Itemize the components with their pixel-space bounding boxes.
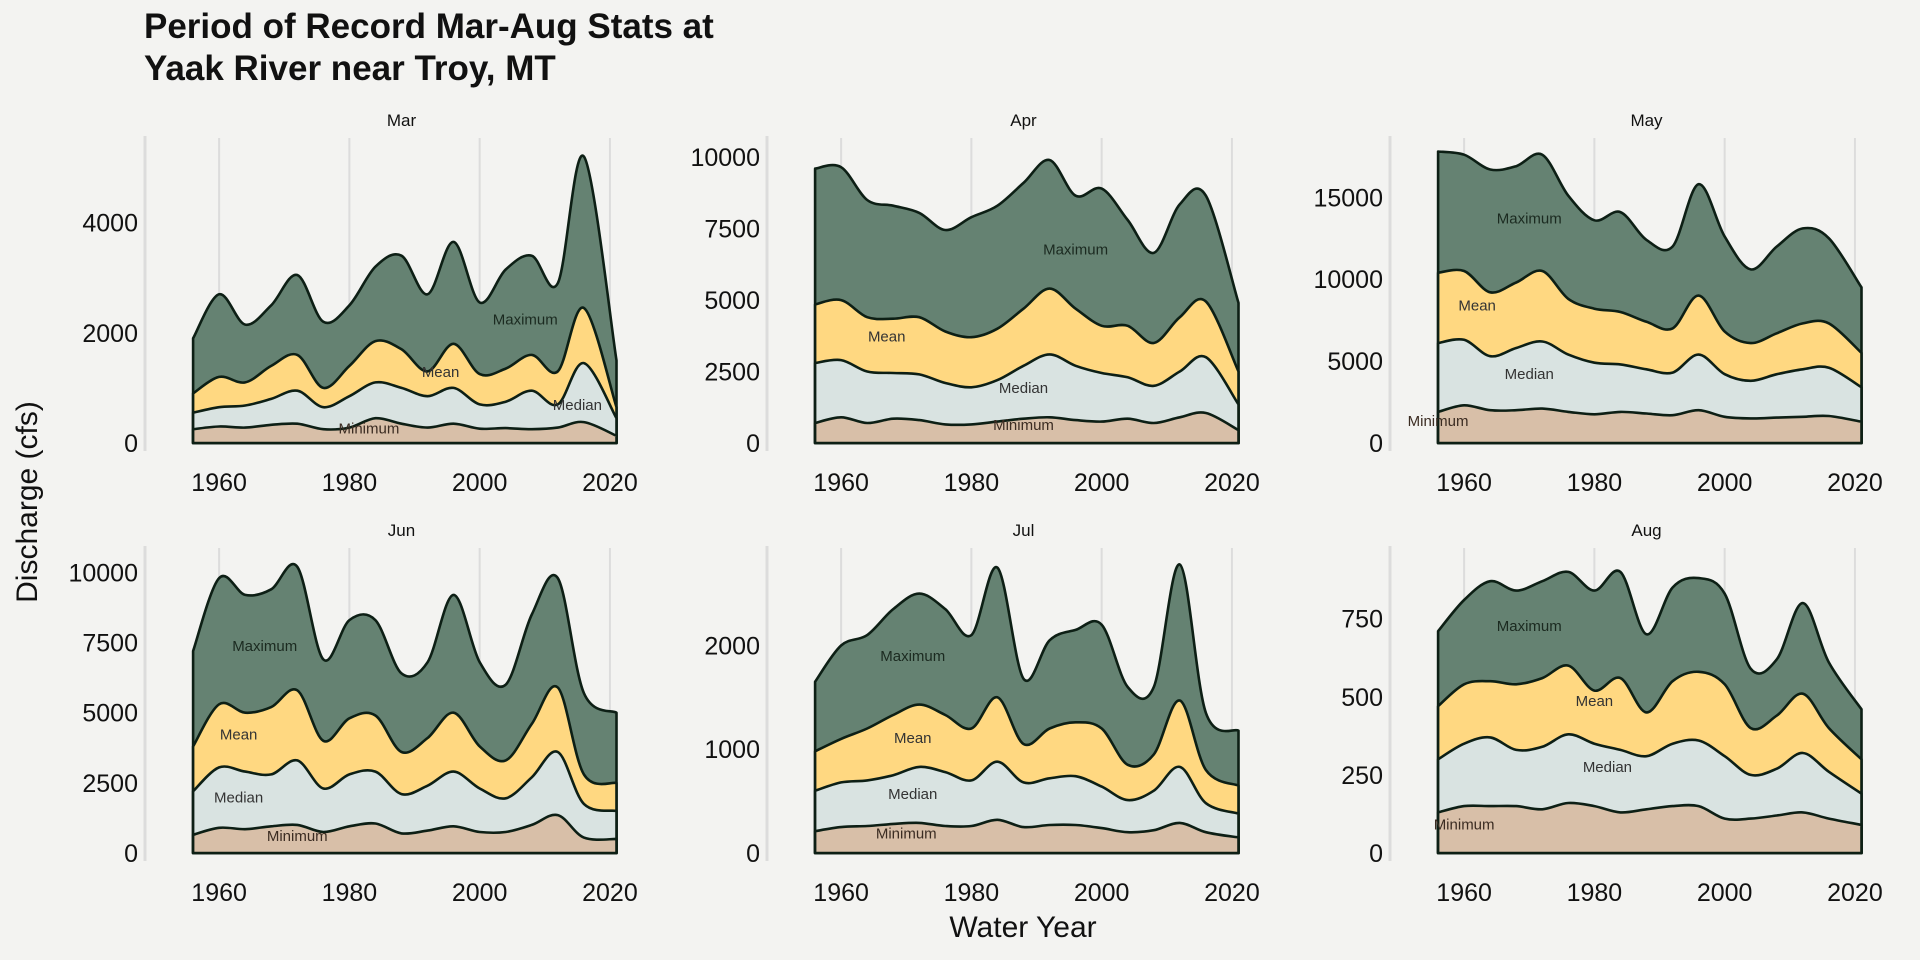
chart-title: Period of Record Mar-Aug Stats at Yaak R… [144, 6, 714, 90]
y-tick-label: 10000 [690, 144, 760, 172]
facet-jun: Minimum Median Mean Maximum Jun 0 2500 5000 7500… [68, 521, 637, 907]
band-label-median: Median [553, 397, 602, 414]
x-tick-label: 1960 [191, 879, 247, 907]
y-tick-label: 0 [746, 430, 760, 458]
area-minimum [191, 813, 618, 855]
y-tick-label: 10000 [68, 559, 138, 587]
band-label-minimum: Minimum [339, 421, 400, 438]
x-tick-label: 1980 [322, 469, 378, 497]
y-tick-label: 2500 [704, 359, 760, 387]
y-tick-label: 2000 [704, 632, 760, 660]
facet-title: May [1630, 111, 1663, 130]
y-tick-label: 0 [746, 840, 760, 868]
band-label-median: Median [1583, 759, 1632, 776]
area-minimum [813, 411, 1240, 445]
band-label-maximum: Maximum [1497, 618, 1562, 635]
area-minimum [1436, 801, 1863, 855]
band-label-minimum: Minimum [876, 825, 937, 842]
band-label-mean: Mean [868, 329, 906, 346]
band-label-minimum: Minimum [267, 828, 328, 845]
y-tick-label: 0 [124, 430, 138, 458]
x-tick-label: 1980 [322, 879, 378, 907]
y-tick-label: 4000 [82, 210, 138, 238]
y-tick-label: 2500 [82, 770, 138, 798]
y-tick-label: 0 [124, 840, 138, 868]
y-tick-label: 10000 [1313, 266, 1383, 294]
facet-mar: Minimum Median Mean Maximum Mar 0 2000 4000 1960… [82, 111, 637, 497]
x-tick-label: 1980 [1567, 879, 1623, 907]
facet-title: Mar [387, 111, 417, 130]
facet-title: Aug [1631, 521, 1661, 540]
facet-title: Jul [1013, 521, 1035, 540]
y-tick-label: 500 [1341, 684, 1383, 712]
x-tick-label: 2020 [582, 469, 638, 497]
y-tick-label: 1000 [704, 736, 760, 764]
x-tick-label: 1980 [1567, 469, 1623, 497]
x-tick-label: 2020 [582, 879, 638, 907]
x-tick-label: 1960 [813, 469, 869, 497]
x-tick-label: 2000 [1697, 879, 1753, 907]
band-label-maximum: Maximum [880, 648, 945, 665]
y-tick-label: 7500 [82, 630, 138, 658]
chart-title-line-1: Period of Record Mar-Aug Stats at [144, 7, 714, 46]
x-tick-label: 2020 [1827, 879, 1883, 907]
band-label-minimum: Minimum [1434, 817, 1495, 834]
band-label-maximum: Maximum [1043, 241, 1108, 258]
area-minimum [1436, 403, 1863, 445]
y-tick-label: 750 [1341, 606, 1383, 634]
y-tick-label: 15000 [1313, 184, 1383, 212]
band-label-maximum: Maximum [232, 638, 297, 655]
x-tick-label: 1980 [944, 879, 1000, 907]
band-label-median: Median [888, 786, 937, 803]
band-label-median: Median [999, 380, 1048, 397]
band-label-mean: Mean [894, 730, 932, 747]
x-tick-label: 1960 [191, 469, 247, 497]
x-tick-label: 2000 [1074, 879, 1130, 907]
chart-title-line-2: Yaak River near Troy, MT [144, 49, 556, 88]
band-label-mean: Mean [1458, 297, 1496, 314]
x-tick-label: 2000 [452, 469, 508, 497]
y-tick-label: 5000 [82, 700, 138, 728]
band-label-mean: Mean [1576, 693, 1614, 710]
x-tick-label: 2000 [1697, 469, 1753, 497]
area-minimum [813, 818, 1240, 855]
band-label-median: Median [1505, 366, 1554, 383]
x-tick-label: 1960 [813, 879, 869, 907]
x-tick-label: 2020 [1204, 469, 1260, 497]
y-tick-label: 250 [1341, 762, 1383, 790]
band-label-mean: Mean [422, 364, 460, 381]
band-label-minimum: Minimum [993, 417, 1054, 434]
x-tick-label: 2020 [1827, 469, 1883, 497]
area-minimum [191, 416, 618, 445]
y-tick-label: 7500 [704, 216, 760, 244]
band-label-maximum: Maximum [493, 312, 558, 329]
x-tick-label: 2020 [1204, 879, 1260, 907]
facet-jul: Minimum Median Mean Maximum Jul 0 1000 2000 1960… [704, 521, 1259, 907]
band-label-median: Median [214, 790, 263, 807]
x-axis-title: Water Year [949, 911, 1096, 944]
y-tick-label: 0 [1369, 430, 1383, 458]
facet-title: Jun [388, 521, 415, 540]
y-tick-label: 0 [1369, 840, 1383, 868]
x-tick-label: 1960 [1436, 879, 1492, 907]
band-label-maximum: Maximum [1497, 211, 1562, 228]
y-tick-label: 5000 [704, 287, 760, 315]
facets: Minimum Median Mean Maximum Mar 0 2000 4000 1960… [68, 111, 1882, 907]
facet-aug: Minimum Median Mean Maximum Aug 0 250 500 750 196… [1341, 521, 1882, 907]
x-tick-label: 1980 [944, 469, 1000, 497]
facet-may: Minimum Median Mean Maximum May 0 5000 10000 150… [1313, 111, 1882, 497]
x-tick-label: 2000 [1074, 469, 1130, 497]
y-tick-label: 2000 [82, 320, 138, 348]
band-label-minimum: Minimum [1408, 413, 1469, 430]
y-axis-title: Discharge (cfs) [11, 401, 44, 603]
y-tick-label: 5000 [1327, 348, 1383, 376]
band-label-mean: Mean [220, 726, 258, 743]
x-tick-label: 1960 [1436, 469, 1492, 497]
x-tick-label: 2000 [452, 879, 508, 907]
facet-apr: Minimum Median Mean Maximum Apr 0 2500 5000 7500… [690, 111, 1259, 497]
facet-title: Apr [1010, 111, 1037, 130]
